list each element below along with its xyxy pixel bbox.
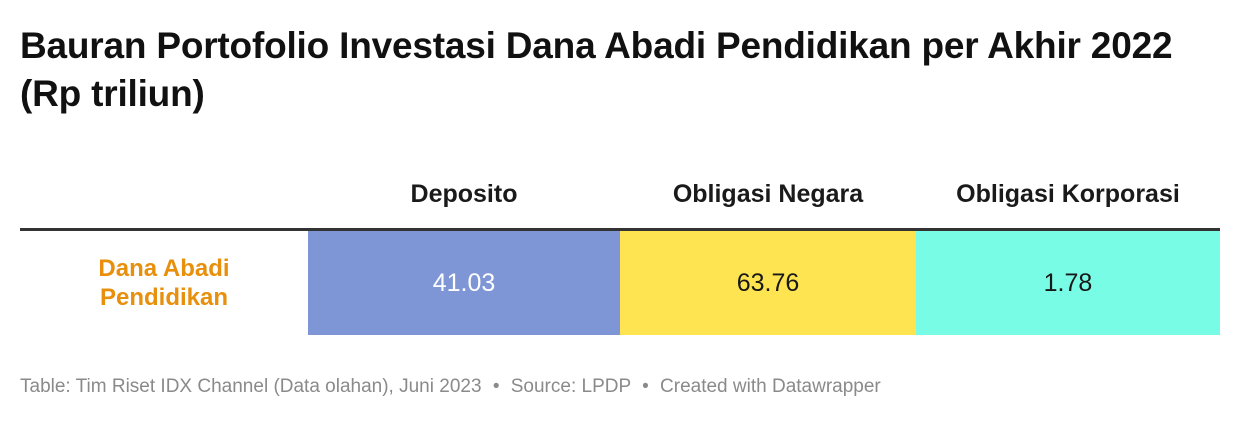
column-header-deposito: Deposito: [410, 179, 518, 208]
column-header-obligasi-negara: Obligasi Negara: [672, 179, 864, 208]
chart-title: Bauran Portofolio Investasi Dana Abadi P…: [20, 25, 1173, 114]
footer-created-with: Created with Datawrapper: [660, 376, 881, 397]
footer-source: Source: LPDP: [510, 376, 631, 397]
cell-obligasi-korporasi: 1.78: [916, 231, 1220, 335]
footer-table-credit: Table: Tim Riset IDX Channel (Data olaha…: [20, 376, 482, 397]
cell-obligasi-negara: 63.76: [620, 231, 916, 335]
table-row: Dana Abadi Pendidikan 41.03 63.76 1.78: [20, 231, 1220, 335]
footer-separator: •: [642, 376, 649, 397]
data-table: Deposito Obligasi Negara Obligasi Korpor…: [20, 160, 1220, 335]
chart-footer: Table: Tim Riset IDX Channel (Data olaha…: [20, 376, 881, 398]
row-label-dana-abadi-pendidikan: Dana Abadi Pendidikan: [98, 255, 230, 311]
footer-separator: •: [492, 376, 500, 397]
table-header-row: Deposito Obligasi Negara Obligasi Korpor…: [20, 160, 1220, 231]
cell-deposito: 41.03: [308, 231, 620, 335]
column-header-obligasi-korporasi: Obligasi Korporasi: [956, 179, 1180, 208]
